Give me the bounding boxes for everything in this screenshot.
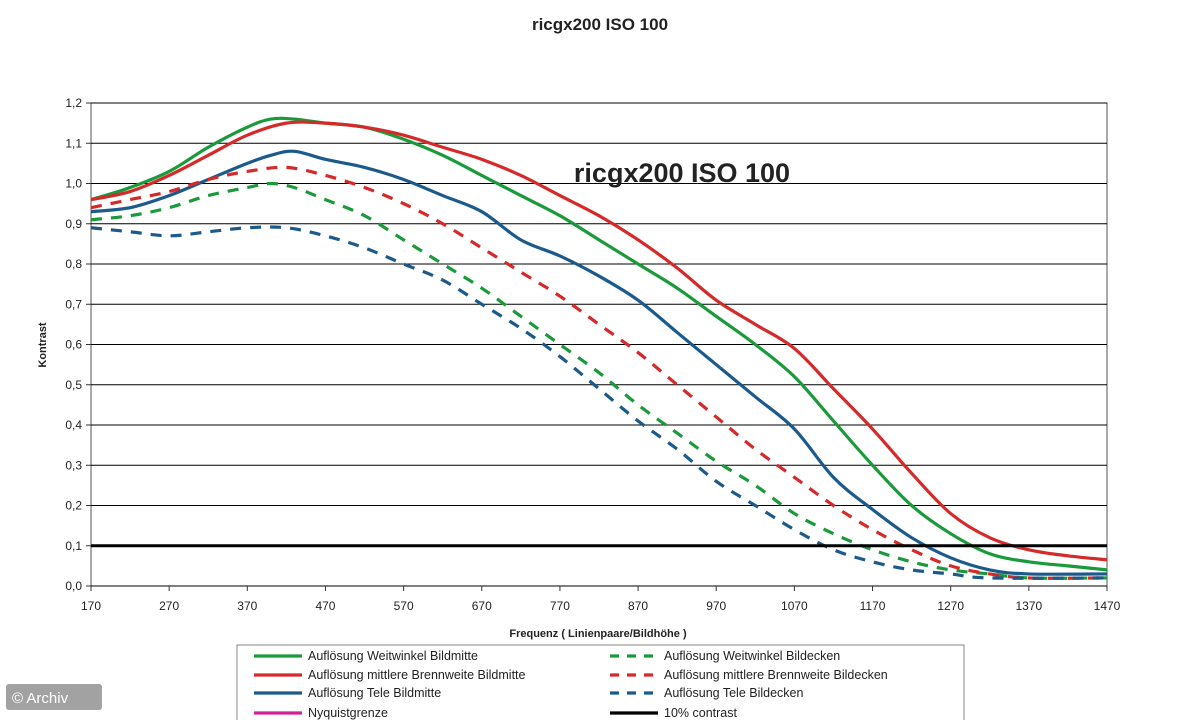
y-axis-ticks: 0,0 0,1 0,2 0,3 0,4 0,5 0,6 0,7 0,8 0,9 1,0 1,1 1,2 <box>65 96 91 593</box>
series-line-0 <box>90 116 1108 572</box>
series-line-1 <box>90 120 1108 562</box>
y-tick-label: 1,1 <box>65 136 82 150</box>
y-tick-label: 0,2 <box>65 499 82 513</box>
series-line-5 <box>90 225 1108 580</box>
series-lines <box>90 116 1108 580</box>
legend-label: Auflösung Tele Bildmitte <box>308 686 441 700</box>
x-tick-label: 570 <box>394 599 414 613</box>
x-tick-label: 870 <box>628 599 648 613</box>
legend-entry: Auflösung mittlere Brennweite Bildmitte <box>254 668 526 682</box>
legend-entry: Auflösung Weitwinkel Bildmitte <box>254 649 478 663</box>
x-tick-label: 770 <box>550 599 570 613</box>
y-tick-label: 0,4 <box>65 418 82 432</box>
legend-entry: 10% contrast <box>610 706 737 720</box>
grid <box>90 102 1108 587</box>
legend-label: Auflösung Weitwinkel Bildmitte <box>308 649 478 663</box>
y-tick-label: 0,5 <box>65 378 82 392</box>
y-tick-label: 0,9 <box>65 217 82 231</box>
credit-background <box>6 684 102 710</box>
legend-label: Auflösung Tele Bildecken <box>664 686 803 700</box>
x-axis-label: Frequenz ( Linienpaare/Bildhöhe ) <box>509 628 687 640</box>
credit-badge: © Archiv <box>6 684 102 710</box>
legend-entry: Auflösung Tele Bildecken <box>610 686 803 700</box>
series-line-2 <box>90 149 1108 576</box>
y-tick-label: 0,6 <box>65 338 82 352</box>
y-tick-label: 1,0 <box>65 177 82 191</box>
y-tick-label: 0,0 <box>65 579 82 593</box>
legend-entry: Auflösung Weitwinkel Bildecken <box>610 649 840 663</box>
chart-title: ricgx200 ISO 100 <box>532 15 668 34</box>
y-axis-label: Kontrast <box>37 322 49 368</box>
x-tick-label: 670 <box>472 599 492 613</box>
legend-label: Auflösung mittlere Brennweite Bildmitte <box>308 668 526 682</box>
inset-label: ricgx200 ISO 100 <box>574 158 790 188</box>
series-line-3 <box>90 181 1108 580</box>
legend-label: Auflösung Weitwinkel Bildecken <box>664 649 840 663</box>
legend-entry: Nyquistgrenze <box>254 706 388 720</box>
legend-label: 10% contrast <box>664 706 737 720</box>
x-tick-label: 1270 <box>937 599 964 613</box>
x-tick-label: 470 <box>315 599 335 613</box>
x-tick-label: 970 <box>706 599 726 613</box>
y-tick-label: 0,7 <box>65 297 82 311</box>
y-tick-label: 0,3 <box>65 458 82 472</box>
x-axis-ticks: 170 270 370 470 570 670 770 870 970 1070 1170 1270 1… <box>81 586 1121 613</box>
x-tick-label: 270 <box>159 599 179 613</box>
x-tick-label: 1170 <box>860 599 886 613</box>
legend-label: Auflösung mittlere Brennweite Bildecken <box>664 668 888 682</box>
x-tick-label: 170 <box>81 599 101 613</box>
legend-entry: Auflösung mittlere Brennweite Bildecken <box>610 668 888 682</box>
y-tick-label: 0,8 <box>65 257 82 271</box>
legend-entry: Auflösung Tele Bildmitte <box>254 686 441 700</box>
legend-label: Nyquistgrenze <box>308 706 388 720</box>
legend-box <box>236 644 965 720</box>
y-tick-label: 0,1 <box>65 539 82 553</box>
series-line-4 <box>90 165 1108 580</box>
x-tick-label: 1470 <box>1094 599 1121 613</box>
x-tick-label: 1370 <box>1015 599 1042 613</box>
y-tick-label: 1,2 <box>65 96 82 110</box>
x-tick-label: 370 <box>237 599 257 613</box>
credit-text: © Archiv <box>12 690 69 707</box>
x-tick-label: 1070 <box>781 599 808 613</box>
legend: Auflösung Weitwinkel Bildmitte Auflösung … <box>254 649 888 720</box>
